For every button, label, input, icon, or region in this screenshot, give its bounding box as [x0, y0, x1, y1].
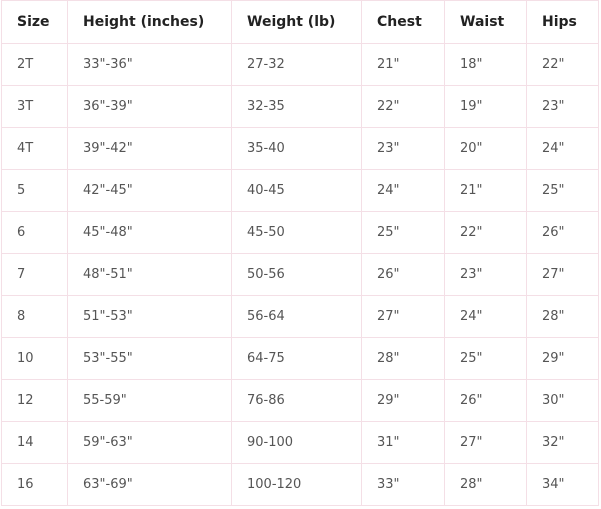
cell-chest: 23" [361, 127, 445, 170]
cell-chest: 25" [361, 211, 445, 254]
cell-hips: 24" [526, 127, 599, 170]
cell-weight: 100-120 [231, 463, 362, 506]
cell-waist: 26" [444, 379, 527, 422]
table-row: 16 63"-69" 100-120 33" 28" 34" [1, 463, 599, 506]
cell-hips: 29" [526, 337, 599, 380]
cell-chest: 28" [361, 337, 445, 380]
cell-size: 6 [1, 211, 68, 254]
cell-chest: 33" [361, 463, 445, 506]
cell-chest: 29" [361, 379, 445, 422]
cell-waist: 20" [444, 127, 527, 170]
cell-height: 48"-51" [67, 253, 232, 296]
cell-waist: 19" [444, 85, 527, 128]
cell-waist: 23" [444, 253, 527, 296]
cell-chest: 24" [361, 169, 445, 212]
cell-hips: 26" [526, 211, 599, 254]
table-row: 2T 33"-36" 27-32 21" 18" 22" [1, 43, 599, 86]
cell-waist: 21" [444, 169, 527, 212]
cell-waist: 25" [444, 337, 527, 380]
cell-waist: 28" [444, 463, 527, 506]
cell-height: 45"-48" [67, 211, 232, 254]
cell-hips: 25" [526, 169, 599, 212]
column-header-weight: Weight (lb) [231, 0, 362, 44]
cell-weight: 90-100 [231, 421, 362, 464]
cell-size: 3T [1, 85, 68, 128]
cell-height: 59"-63" [67, 421, 232, 464]
cell-height: 42"-45" [67, 169, 232, 212]
cell-hips: 28" [526, 295, 599, 338]
table-row: 10 53"-55" 64-75 28" 25" 29" [1, 337, 599, 380]
cell-height: 36"-39" [67, 85, 232, 128]
cell-weight: 56-64 [231, 295, 362, 338]
cell-chest: 21" [361, 43, 445, 86]
cell-waist: 24" [444, 295, 527, 338]
header-row: Size Height (inches) Weight (lb) Chest Waist… [1, 0, 599, 44]
cell-weight: 45-50 [231, 211, 362, 254]
cell-weight: 50-56 [231, 253, 362, 296]
table-row: 14 59"-63" 90-100 31" 27" 32" [1, 421, 599, 464]
cell-weight: 76-86 [231, 379, 362, 422]
cell-weight: 40-45 [231, 169, 362, 212]
cell-hips: 34" [526, 463, 599, 506]
cell-waist: 22" [444, 211, 527, 254]
cell-chest: 31" [361, 421, 445, 464]
table-row: 3T 36"-39" 32-35 22" 19" 23" [1, 85, 599, 128]
cell-size: 4T [1, 127, 68, 170]
cell-height: 51"-53" [67, 295, 232, 338]
cell-size: 12 [1, 379, 68, 422]
cell-hips: 32" [526, 421, 599, 464]
cell-hips: 23" [526, 85, 599, 128]
cell-height: 55-59" [67, 379, 232, 422]
column-header-chest: Chest [361, 0, 445, 44]
cell-size: 14 [1, 421, 68, 464]
cell-waist: 18" [444, 43, 527, 86]
cell-chest: 26" [361, 253, 445, 296]
table-row: 4T 39"-42" 35-40 23" 20" 24" [1, 127, 599, 170]
cell-chest: 27" [361, 295, 445, 338]
cell-hips: 22" [526, 43, 599, 86]
column-header-height: Height (inches) [67, 0, 232, 44]
cell-height: 39"-42" [67, 127, 232, 170]
column-header-waist: Waist [444, 0, 527, 44]
cell-hips: 30" [526, 379, 599, 422]
cell-size: 10 [1, 337, 68, 380]
cell-height: 53"-55" [67, 337, 232, 380]
table-row: 12 55-59" 76-86 29" 26" 30" [1, 379, 599, 422]
cell-weight: 35-40 [231, 127, 362, 170]
table-row: 6 45"-48" 45-50 25" 22" 26" [1, 211, 599, 254]
cell-height: 63"-69" [67, 463, 232, 506]
cell-weight: 27-32 [231, 43, 362, 86]
cell-height: 33"-36" [67, 43, 232, 86]
table-row: 7 48"-51" 50-56 26" 23" 27" [1, 253, 599, 296]
table-row: 8 51"-53" 56-64 27" 24" 28" [1, 295, 599, 338]
cell-waist: 27" [444, 421, 527, 464]
cell-size: 8 [1, 295, 68, 338]
cell-weight: 64-75 [231, 337, 362, 380]
table-row: 5 42"-45" 40-45 24" 21" 25" [1, 169, 599, 212]
cell-hips: 27" [526, 253, 599, 296]
column-header-hips: Hips [526, 0, 599, 44]
cell-size: 5 [1, 169, 68, 212]
cell-size: 2T [1, 43, 68, 86]
column-header-size: Size [1, 0, 68, 44]
cell-weight: 32-35 [231, 85, 362, 128]
cell-chest: 22" [361, 85, 445, 128]
cell-size: 7 [1, 253, 68, 296]
cell-size: 16 [1, 463, 68, 506]
